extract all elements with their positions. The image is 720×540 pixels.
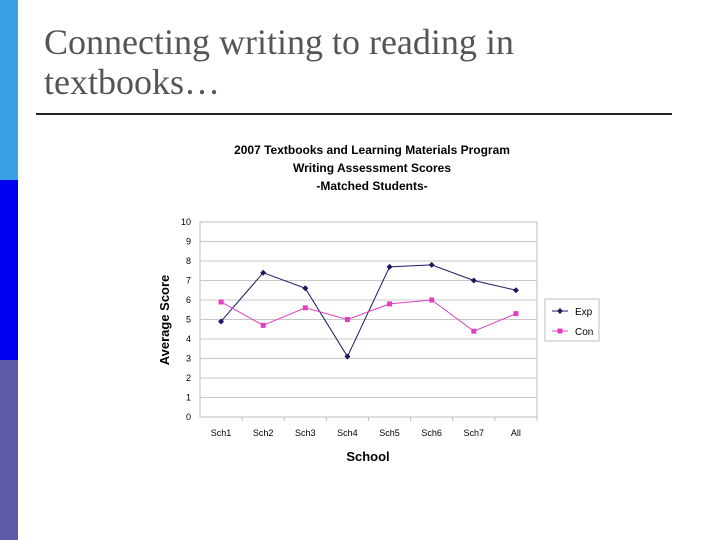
y-tick-label: 4 [186,334,191,344]
legend-box [544,298,600,342]
data-point [344,353,351,360]
data-point [428,261,435,268]
series-line-con [220,299,517,332]
y-tick-label: 9 [186,237,191,247]
x-tick-label: Sch4 [337,428,358,438]
data-point [218,318,225,325]
data-point [218,299,224,305]
y-tick-label: 1 [186,393,191,403]
x-tick-label: Sch1 [211,428,232,438]
x-tick-label: Sch3 [295,428,316,438]
data-point [302,305,308,311]
title-underline [36,113,672,115]
legend-marker [557,308,563,314]
chart-title-line-1: 2007 Textbooks and Learning Materials Pr… [234,143,510,157]
data-point [387,301,393,307]
y-tick-label: 2 [186,373,191,383]
data-point [302,285,309,292]
side-accent-bar-top [0,0,18,180]
chart-title-line-3: -Matched Students- [316,179,427,193]
x-tick-labels: Sch1 Sch2 Sch3 Sch4 Sch5 Sch6 Sch7 All [211,417,538,438]
data-point [512,287,519,294]
data-point [260,269,267,276]
legend-marker [557,328,563,334]
y-tick-label: 7 [186,276,191,286]
y-tick-labels: 0 1 2 3 4 5 6 7 8 9 10 [181,217,191,422]
slide-title: Connecting writing to reading in textboo… [44,22,514,102]
data-point [386,263,393,270]
series-group [218,261,519,360]
y-tick-label: 10 [181,217,191,227]
chart-title: 2007 Textbooks and Learning Materials Pr… [234,143,510,193]
legend: Exp Con [552,307,593,338]
y-tick-label: 6 [186,295,191,305]
y-tick-label: 8 [186,256,191,266]
y-tick-label: 0 [186,412,191,422]
legend-label: Exp [575,307,593,318]
side-accent-bar-middle [0,180,18,360]
data-point [470,277,477,284]
data-point [260,322,266,328]
x-tick-label: All [511,428,521,438]
y-axis-label: Average Score [157,275,172,366]
series-con [218,297,519,334]
data-point [471,328,477,334]
y-tick-label: 5 [186,315,191,325]
x-tick-label: Sch6 [421,428,442,438]
x-tick-label: Sch5 [379,428,400,438]
y-tick-label: 3 [186,354,191,364]
x-axis-label: School [346,449,389,464]
data-point [344,317,350,322]
x-tick-label: Sch2 [253,428,274,438]
data-point [429,297,435,303]
data-point [513,311,519,317]
x-tick-label: Sch7 [464,428,485,438]
legend-label: Con [575,327,593,338]
chart-title-line-2: Writing Assessment Scores [293,161,451,175]
side-accent-bar-bottom [0,360,18,540]
